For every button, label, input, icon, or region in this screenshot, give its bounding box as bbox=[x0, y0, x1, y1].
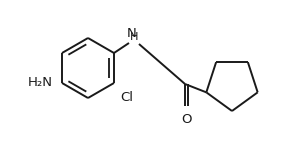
Text: H₂N: H₂N bbox=[28, 76, 53, 90]
Text: N: N bbox=[127, 27, 137, 40]
Text: H: H bbox=[130, 32, 139, 42]
Text: Cl: Cl bbox=[120, 91, 133, 104]
Text: O: O bbox=[181, 113, 191, 126]
